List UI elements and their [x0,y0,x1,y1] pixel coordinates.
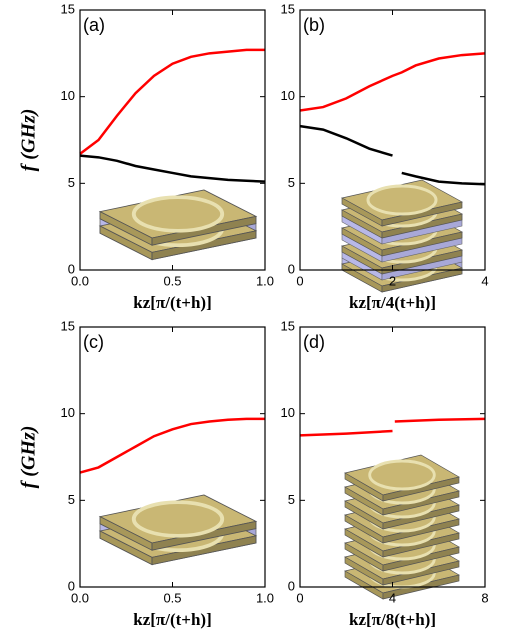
x-tick-label: 1.0 [256,273,274,288]
series-line [300,53,485,110]
x-tick-label: 0.0 [71,590,89,605]
y-axis-label: f (GHz) [18,109,40,172]
inset-b [342,180,462,292]
x-tick-label: 4 [389,590,396,605]
series-line [80,156,265,182]
panel-label: (b) [303,15,325,35]
y-tick-label: 10 [61,405,75,420]
series-line [80,419,265,473]
y-tick-label: 0 [288,578,295,593]
inset-c [100,495,256,565]
inset-d [345,455,459,599]
series-line [300,126,485,184]
x-tick-label: 0.0 [71,273,89,288]
x-axis-label: kz[π/(t+h)] [133,610,211,629]
panel-label: (c) [83,332,104,352]
x-tick-label: 0 [296,590,303,605]
panel-label: (d) [303,332,325,352]
y-tick-label: 10 [281,88,295,103]
y-tick-label: 5 [288,175,295,190]
y-tick-label: 15 [281,318,295,333]
series-line [300,419,485,435]
y-tick-label: 0 [288,261,295,276]
y-tick-label: 10 [281,405,295,420]
panel-label: (a) [83,15,105,35]
x-tick-label: 2 [389,273,396,288]
y-tick-label: 5 [68,492,75,507]
y-tick-label: 5 [68,175,75,190]
y-tick-label: 15 [281,1,295,16]
x-tick-label: 0.5 [163,590,181,605]
x-tick-label: 8 [481,590,488,605]
inset-a [100,190,256,260]
x-axis-label: kz[π/8(t+h)] [349,610,436,629]
x-tick-label: 0.5 [163,273,181,288]
figure: 0 5 10 15 0.0 0.5 1.0 (a) kz[π/(t+h)] f (GHz) 0 5 10… [0,0,507,642]
y-tick-label: 15 [61,318,75,333]
x-axis-label: kz[π/(t+h)] [133,293,211,312]
series-line [80,50,265,154]
x-tick-label: 0 [296,273,303,288]
x-tick-label: 4 [481,273,488,288]
x-axis-label: kz[π/4(t+h)] [349,293,436,312]
y-axis-label: f (GHz) [18,426,40,489]
y-tick-label: 5 [288,492,295,507]
y-tick-label: 15 [61,1,75,16]
y-tick-label: 10 [61,88,75,103]
x-tick-label: 1.0 [256,590,274,605]
